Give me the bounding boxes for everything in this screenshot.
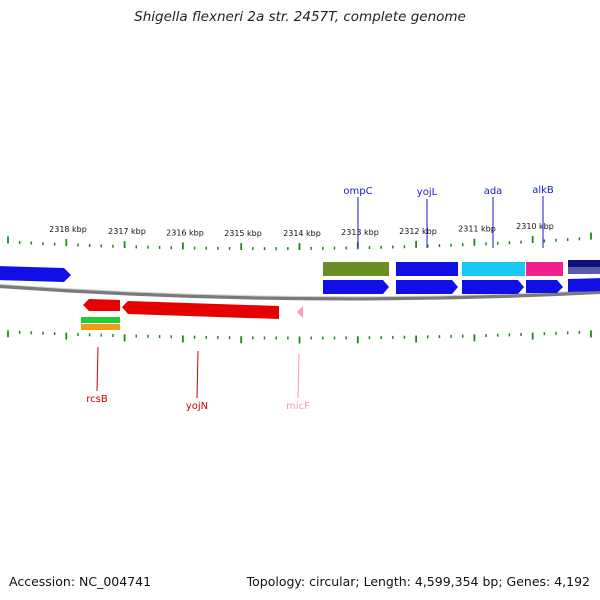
gene-bar[interactable]	[568, 260, 600, 267]
scale-label: 2311 kbp	[458, 225, 496, 234]
gene-arrow-forward[interactable]	[323, 280, 389, 294]
bottom-gene-labels: rcsB yojN micF	[86, 346, 310, 412]
top-gene-labels: ompC yojL ada alkB	[343, 185, 554, 248]
scale-label: 2313 kbp	[341, 228, 379, 237]
genome-backbone	[0, 284, 600, 301]
gene-bar[interactable]	[81, 317, 120, 323]
scale-labels: 2318 kbp 2317 kbp 2316 kbp 2315 kbp 2314 kbp…	[49, 222, 554, 238]
genome-summary-text: Topology: circular; Length: 4,599,354 bp…	[246, 574, 590, 589]
gene-label-ada[interactable]: ada	[484, 186, 503, 197]
reverse-strand-features	[81, 299, 303, 330]
gene-bar-ompC[interactable]	[323, 262, 389, 276]
gene-label-yojN[interactable]: yojN	[186, 401, 208, 412]
scale-label: 2315 kbp	[224, 229, 262, 238]
gene-arrow-forward[interactable]	[526, 280, 563, 293]
gene-arrow-forward[interactable]	[0, 266, 71, 282]
gene-arrow-rcsB[interactable]	[83, 299, 120, 311]
gene-label-micF[interactable]: micF	[286, 401, 310, 412]
scale-label: 2316 kbp	[166, 228, 204, 237]
gene-bar-ada[interactable]	[462, 262, 525, 276]
scale-label: 2317 kbp	[108, 227, 146, 236]
gene-arrow-forward[interactable]	[462, 280, 524, 294]
gene-arrow-micF[interactable]	[297, 306, 303, 318]
gene-arrow-forward[interactable]	[568, 278, 600, 292]
forward-strand-features	[0, 260, 600, 294]
scale-label: 2314 kbp	[283, 229, 321, 238]
scale-label: 2318 kbp	[49, 225, 87, 234]
gene-label-rcsB[interactable]: rcsB	[86, 394, 108, 405]
genome-title: Shigella flexneri 2a str. 2457T, complet…	[134, 9, 466, 25]
gene-label-ompC[interactable]: ompC	[343, 186, 372, 197]
genome-backbone-highlight	[0, 283, 600, 298]
scale-ticks-top	[7, 232, 592, 251]
gene-label-yojL[interactable]: yojL	[417, 187, 438, 198]
gene-arrow-yojN[interactable]	[122, 301, 279, 319]
gene-label-alkB[interactable]: alkB	[532, 185, 554, 196]
scale-ticks-bottom	[7, 330, 592, 344]
gene-bar-alkB[interactable]	[526, 262, 563, 276]
scale-label: 2310 kbp	[516, 222, 554, 231]
gene-bar[interactable]	[81, 324, 120, 330]
gene-bar-yojL[interactable]	[396, 262, 458, 276]
gene-bar[interactable]	[568, 267, 600, 274]
gene-arrow-forward[interactable]	[396, 280, 458, 294]
accession-text: Accession: NC_004741	[9, 574, 152, 589]
scale-label: 2312 kbp	[399, 227, 437, 236]
